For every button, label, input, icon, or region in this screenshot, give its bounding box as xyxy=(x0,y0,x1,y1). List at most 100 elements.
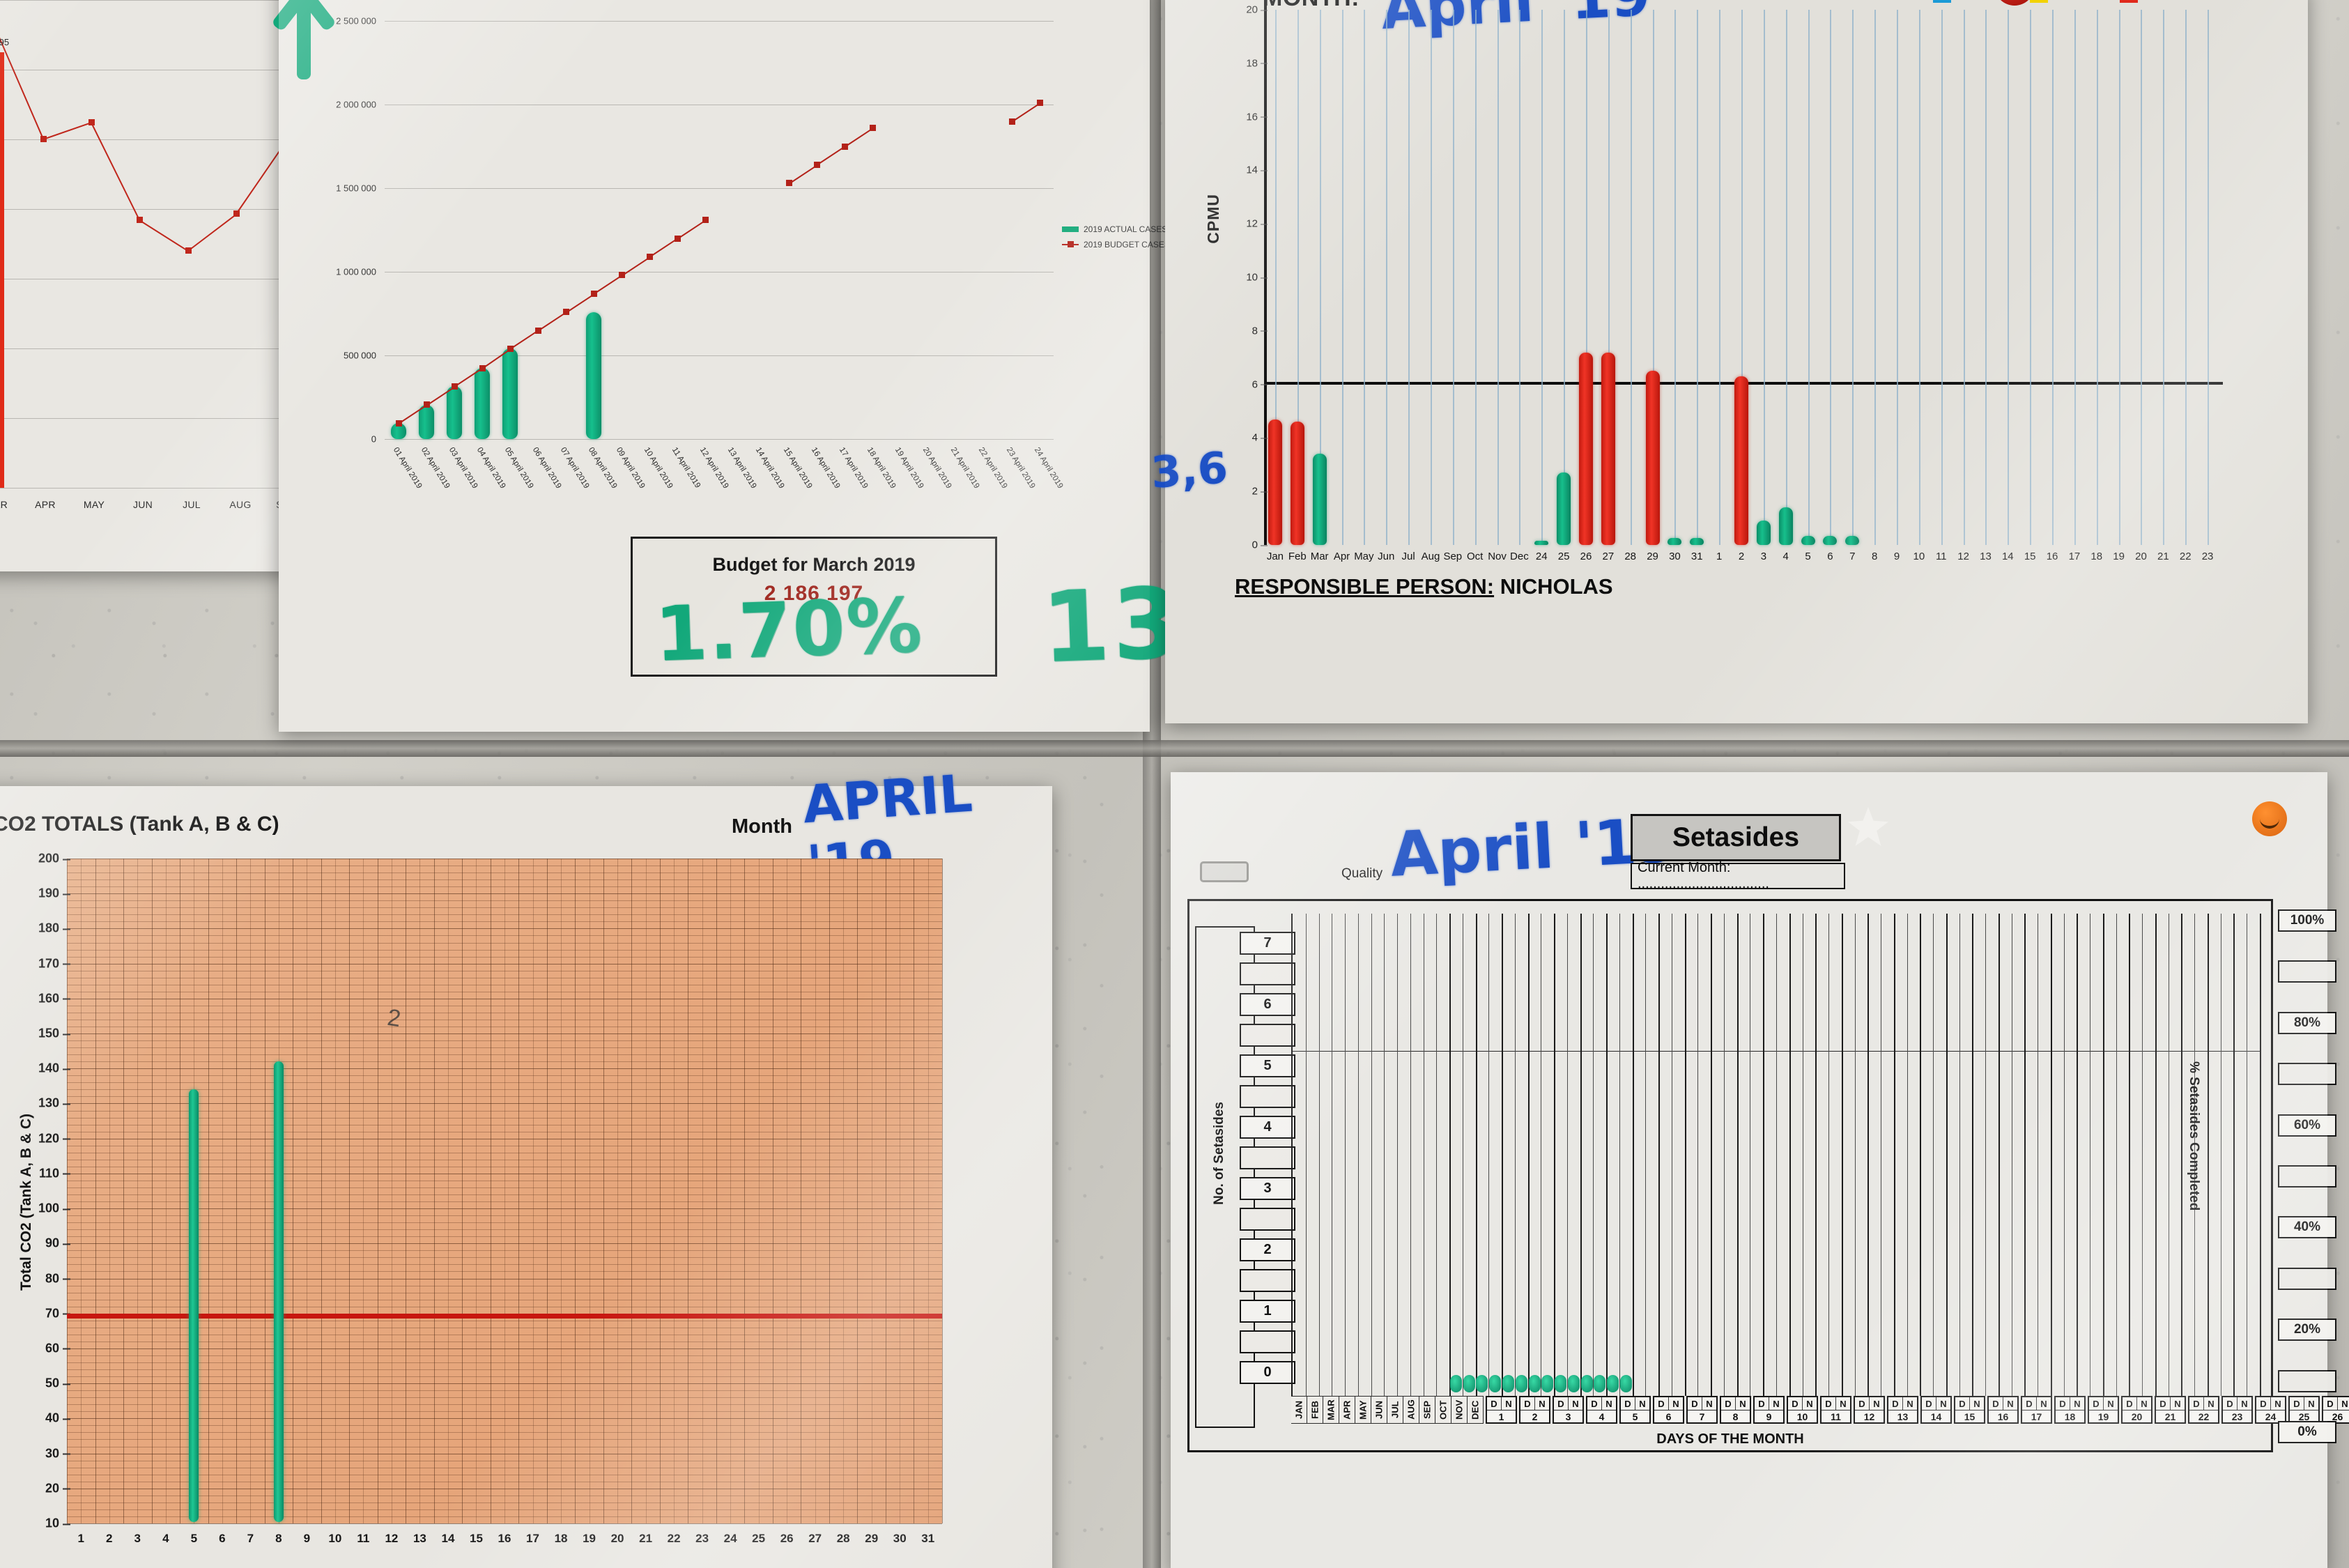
setasides-column xyxy=(1658,914,1672,1396)
setasides-day-divider xyxy=(2050,914,2052,1396)
gridline-h xyxy=(67,1264,942,1266)
x-tick-label: 4 xyxy=(1782,551,1789,562)
cpmu-bar xyxy=(1845,535,1860,545)
setasides-column xyxy=(1985,914,1999,1396)
shift-cell: N xyxy=(1736,1397,1750,1411)
gridline-h xyxy=(67,1194,942,1196)
shift-cell: D xyxy=(2123,1397,2137,1411)
x-tick-label: 21 April 2019 xyxy=(948,446,981,491)
setasides-column xyxy=(1554,914,1568,1396)
data-label: 2856 195 xyxy=(0,37,10,48)
x-tick-label: 24 xyxy=(723,1532,737,1545)
setasides-y-axis-title: No. of Setasides xyxy=(1212,1102,1226,1205)
cpmu-bar xyxy=(1734,376,1748,545)
setasides-y-cell-blank xyxy=(1240,1208,1295,1231)
pencil-annotation: 2 xyxy=(385,1004,403,1033)
x-tick-label: JUL xyxy=(183,499,201,510)
x-tick-label: 16 xyxy=(498,1532,511,1545)
y-tick-label: 4 xyxy=(1251,431,1268,444)
setasides-day-divider xyxy=(1449,914,1451,1396)
day-number: 1 xyxy=(1487,1410,1516,1422)
gridline-v xyxy=(744,859,746,1523)
setaside-mark xyxy=(1489,1375,1502,1392)
setaside-mark xyxy=(1594,1375,1606,1392)
y-tick-label: 2 xyxy=(1251,485,1268,498)
y-tick-label: 2 000 000 xyxy=(336,99,376,110)
y-tick-label: 100 xyxy=(38,1201,71,1215)
shift-cell: N xyxy=(1970,1397,1984,1411)
x-tick-label: Jun xyxy=(1378,551,1395,562)
x-tick-label: 16 April 2019 xyxy=(809,446,842,491)
shift-cell: N xyxy=(2204,1397,2218,1411)
day-number: 16 xyxy=(1989,1410,2017,1422)
setasides-column xyxy=(1502,914,1516,1396)
x-tick-label: Sep xyxy=(1443,551,1463,562)
day-group: D N 24 xyxy=(2255,1396,2286,1424)
setasides-column xyxy=(1998,914,2012,1396)
x-tick-label: 14 xyxy=(2001,551,2014,562)
gridline-v xyxy=(659,859,661,1523)
x-tick-label: 23 April 2019 xyxy=(1004,446,1037,491)
legend-item-illovo: ILLOVO xyxy=(2029,0,2093,3)
day-group: D N 19 xyxy=(2088,1396,2119,1424)
x-tick-label: 5 xyxy=(1805,551,1811,562)
shift-cell: N xyxy=(2104,1397,2118,1411)
setasides-column xyxy=(2077,914,2091,1396)
gridline-v xyxy=(518,859,520,1523)
legend-label: 2019 BUDGET CASES xyxy=(1084,240,1170,249)
grid-vertical xyxy=(1541,10,1543,545)
grid-vertical xyxy=(1408,10,1410,545)
day-number: 22 xyxy=(2189,1410,2218,1422)
x-tick-label: 24 xyxy=(1535,551,1548,562)
x-tick-label: 27 xyxy=(1602,551,1615,562)
percent-cell-0: 0% xyxy=(2278,1421,2336,1443)
current-month-field[interactable]: Current Month: .........................… xyxy=(1631,860,1845,891)
shift-cell: D xyxy=(1520,1397,1535,1411)
setasides-day-divider xyxy=(1502,914,1504,1396)
setasides-y-cell-0: 0 xyxy=(1240,1361,1295,1384)
line-marker-swatch-icon xyxy=(1062,241,1079,247)
cpmu-bar xyxy=(1578,352,1593,545)
grid-vertical xyxy=(2030,10,2032,545)
month-cell: OCT xyxy=(1435,1396,1451,1424)
grid-vertical xyxy=(1985,10,1987,545)
setasides-day-divider xyxy=(1711,914,1713,1396)
x-tick-label: 17 xyxy=(526,1532,539,1545)
gridline-h xyxy=(67,907,942,909)
budget-line-segment xyxy=(565,293,594,314)
setasides-chart-panel: Quality April '19 Setasides Current Mont… xyxy=(1171,772,2349,1568)
cpmu-month-label: MONTH: xyxy=(1263,0,1360,12)
shift-cell: N xyxy=(1569,1397,1582,1411)
budget-line-segment xyxy=(816,146,845,167)
legend-item-budget-cases: 2019 BUDGET CASES xyxy=(1062,240,1170,249)
setasides-day-divider xyxy=(1580,914,1582,1396)
cpmu-handwritten-value: 3,6 xyxy=(1149,442,1230,498)
setasides-secondary-axis-title: % Setasides Completed xyxy=(2187,1061,2201,1211)
gridline-h xyxy=(67,1110,942,1112)
setaside-mark xyxy=(1463,1375,1475,1392)
day-number: 3 xyxy=(1554,1410,1582,1422)
shift-cell: N xyxy=(1936,1397,1950,1411)
grid-vertical xyxy=(1585,10,1587,545)
gridline xyxy=(385,355,1054,356)
grid-vertical xyxy=(1941,10,1943,545)
co2-totals-chart-panel: CO2 TOTALS (Tank A, B & C) Month APRIL '… xyxy=(0,764,1052,1568)
setaside-mark xyxy=(1567,1375,1580,1392)
setasides-column xyxy=(1436,914,1451,1396)
setasides-day-divider xyxy=(1867,914,1870,1396)
setasides-column xyxy=(1697,914,1712,1396)
x-tick-label: 30 xyxy=(1669,551,1681,562)
gridline-v xyxy=(334,859,336,1523)
gridline-v xyxy=(575,859,576,1523)
x-tick-label: 25 xyxy=(752,1532,766,1545)
gridline-h xyxy=(67,1523,942,1524)
day-number: 18 xyxy=(2056,1410,2084,1422)
setasides-column xyxy=(1672,914,1686,1396)
grid-vertical xyxy=(1808,10,1810,545)
setasides-column xyxy=(1515,914,1529,1396)
gridline-h xyxy=(67,879,942,881)
setasides-column xyxy=(1855,914,1869,1396)
setasides-y-cell-7: 7 xyxy=(1240,932,1295,955)
x-tick-label: 1 xyxy=(1716,551,1723,562)
